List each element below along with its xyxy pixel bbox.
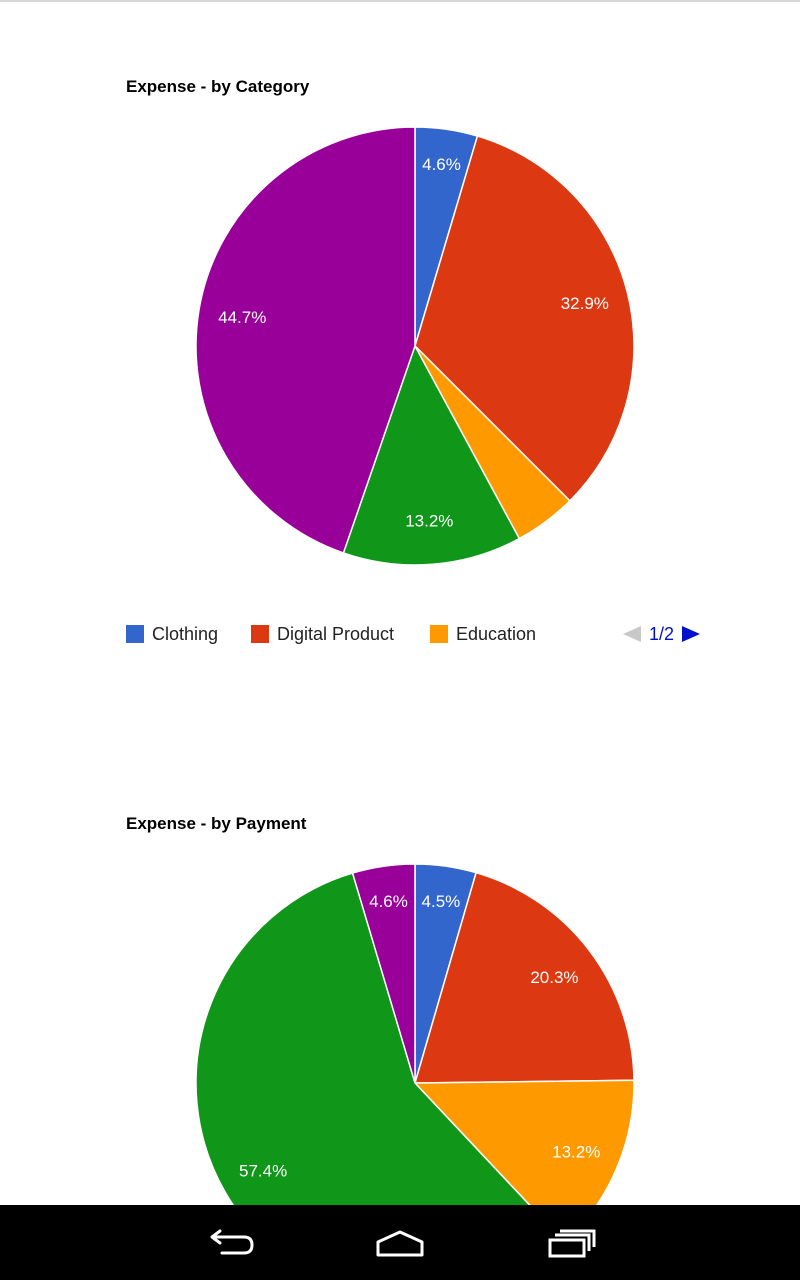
legend-item-digital-product[interactable]: Digital Product bbox=[251, 622, 394, 646]
legend-pager: 1/2 bbox=[623, 622, 701, 646]
pie-slice[interactable] bbox=[413, 1079, 635, 1205]
category-legend: Clothing Digital Product Education 1/2 bbox=[126, 622, 726, 648]
legend-page-indicator: 1/2 bbox=[649, 623, 675, 644]
legend-item-clothing[interactable]: Clothing bbox=[126, 622, 218, 646]
back-icon[interactable] bbox=[200, 1223, 260, 1263]
slice-percent-label: 13.2% bbox=[552, 1143, 600, 1162]
payment-chart-title: Expense - by Payment bbox=[126, 814, 307, 833]
slice-percent-label: 44.7% bbox=[218, 308, 266, 327]
slice-percent-label: 13.2% bbox=[405, 512, 453, 531]
slice-percent-label: 57.4% bbox=[239, 1161, 287, 1180]
slice-percent-label: 32.9% bbox=[561, 294, 609, 313]
android-navigation-bar bbox=[0, 1205, 800, 1280]
legend-swatch bbox=[126, 625, 144, 643]
previous-page-arrow-icon[interactable] bbox=[623, 626, 641, 642]
next-page-arrow-icon[interactable] bbox=[682, 626, 701, 642]
slice-percent-label: 4.6% bbox=[422, 155, 461, 174]
category-pie-chart[interactable]: 4.6% 32.9% 13.2% 44.7% bbox=[0, 2, 800, 602]
home-icon[interactable] bbox=[370, 1223, 430, 1263]
pie-slice[interactable] bbox=[413, 871, 635, 1084]
legend-label: Digital Product bbox=[277, 623, 395, 644]
payment-pie-chart[interactable]: 4.5% 20.3% 13.2% 57.4% 4.6% bbox=[0, 2, 800, 1205]
pie-slice[interactable] bbox=[342, 344, 521, 566]
chart-scroll-area[interactable]: Expense - by Category 4.6% 32.9% 13.2% 44.7… bbox=[0, 2, 800, 1205]
pie-slice[interactable] bbox=[195, 872, 565, 1205]
slice-percent-label: 4.6% bbox=[369, 892, 408, 911]
slice-percent-label: 4.5% bbox=[422, 892, 461, 911]
slice-percent-label: 20.3% bbox=[530, 968, 578, 987]
legend-label: Clothing bbox=[152, 623, 219, 644]
category-chart-title: Expense - by Category bbox=[126, 77, 310, 96]
legend-item-education[interactable]: Education bbox=[430, 622, 536, 646]
pie-slice[interactable] bbox=[351, 863, 416, 1084]
status-divider bbox=[0, 0, 800, 2]
recent-apps-icon[interactable] bbox=[542, 1223, 602, 1263]
legend-swatch bbox=[251, 625, 269, 643]
pie-slice[interactable] bbox=[195, 126, 416, 554]
legend-label: Education bbox=[456, 623, 537, 644]
pie-slice[interactable] bbox=[414, 135, 635, 502]
legend-swatch bbox=[430, 625, 448, 643]
